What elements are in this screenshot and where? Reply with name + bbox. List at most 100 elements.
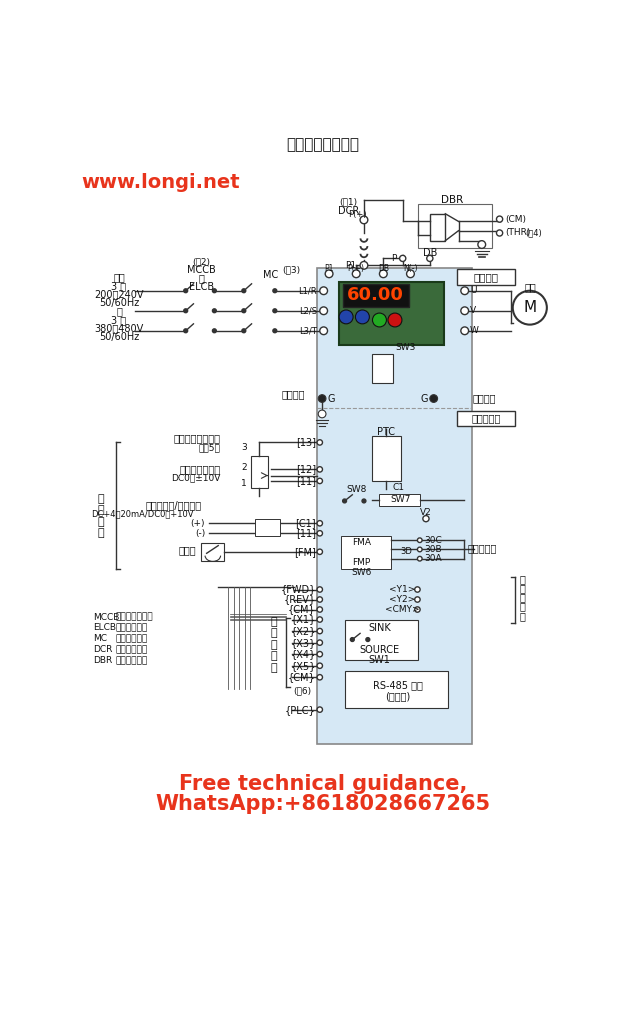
Text: (注6): (注6) [293, 687, 311, 695]
Text: RS-485 端口: RS-485 端口 [373, 680, 423, 690]
Text: {X2}: {X2} [290, 626, 316, 636]
Text: ：配线用断路器: ：配线用断路器 [116, 612, 154, 622]
Text: SW6: SW6 [352, 568, 372, 578]
Circle shape [317, 530, 323, 536]
Text: （注5）: （注5） [198, 443, 220, 453]
Circle shape [415, 587, 420, 592]
Bar [251, 456, 268, 487]
Text: (CM): (CM) [505, 215, 526, 223]
Text: 设定用电压输入: 设定用电压输入 [180, 464, 220, 474]
Text: G: G [328, 393, 335, 403]
Text: 电源: 电源 [113, 272, 125, 282]
Circle shape [317, 467, 323, 472]
Circle shape [317, 520, 323, 526]
Circle shape [242, 289, 246, 293]
Circle shape [317, 587, 323, 592]
Text: ELCB: ELCB [188, 282, 214, 292]
Circle shape [418, 556, 422, 561]
Bar [318, 267, 472, 743]
Circle shape [317, 675, 323, 680]
Text: 拟: 拟 [97, 505, 104, 515]
Bar [372, 436, 401, 481]
Text: <Y2>: <Y2> [389, 595, 415, 604]
Text: [12]: [12] [295, 464, 316, 474]
Circle shape [461, 307, 469, 314]
Circle shape [317, 616, 323, 623]
Text: DCR: DCR [93, 645, 112, 654]
Circle shape [212, 309, 216, 312]
Circle shape [343, 499, 347, 503]
Circle shape [317, 439, 323, 445]
Circle shape [317, 549, 323, 554]
Circle shape [184, 289, 188, 293]
Text: {FWD}: {FWD} [280, 585, 316, 595]
Circle shape [415, 597, 420, 602]
Text: {X1}: {X1} [290, 614, 316, 625]
Text: (+): (+) [190, 519, 205, 527]
Text: (-): (-) [195, 528, 205, 538]
Text: W: W [470, 327, 479, 335]
Text: 管: 管 [520, 592, 526, 602]
Bar [345, 620, 418, 659]
Circle shape [318, 410, 326, 418]
Text: 总报警输出: 总报警输出 [468, 543, 497, 553]
Text: 输: 输 [97, 517, 104, 526]
Text: L1/R: L1/R [298, 287, 317, 295]
Circle shape [318, 394, 326, 402]
Text: DBR: DBR [441, 195, 464, 205]
Bar [343, 284, 409, 307]
Text: L2/S: L2/S [299, 306, 317, 315]
Circle shape [366, 638, 370, 641]
Text: 接地端子: 接地端子 [282, 389, 305, 399]
Text: MCCB: MCCB [93, 612, 119, 622]
Text: DC0～±10V: DC0～±10V [171, 473, 220, 482]
Bar [457, 269, 515, 285]
Text: 或: 或 [116, 306, 122, 316]
Bar [379, 494, 420, 506]
Text: {CM}: {CM} [288, 673, 316, 682]
Circle shape [212, 289, 216, 293]
Text: FMA: FMA [352, 538, 371, 547]
Bar [430, 214, 445, 241]
Circle shape [317, 707, 323, 713]
Text: FMP: FMP [353, 558, 370, 567]
Circle shape [325, 270, 333, 278]
Circle shape [461, 287, 469, 295]
Text: 数: 数 [271, 616, 277, 627]
Text: 字: 字 [271, 629, 277, 638]
Text: ：漏电断路器: ：漏电断路器 [116, 624, 148, 633]
Text: SINK: SINK [368, 623, 391, 633]
Text: MCCB: MCCB [187, 265, 215, 275]
Circle shape [418, 538, 422, 543]
Text: 入: 入 [97, 528, 104, 539]
Text: 输: 输 [271, 651, 277, 662]
Text: 式: 式 [271, 640, 277, 650]
Text: 成: 成 [198, 273, 204, 284]
Text: G: G [421, 393, 428, 403]
Text: DCR: DCR [338, 206, 359, 216]
Text: {CM}: {CM} [288, 604, 316, 614]
Circle shape [339, 310, 353, 324]
Text: 晶: 晶 [520, 573, 526, 584]
Text: 3 相: 3 相 [112, 282, 127, 291]
Text: SW8: SW8 [346, 485, 367, 494]
Text: ：制动电阻器: ：制动电阻器 [116, 655, 148, 665]
Text: N(-): N(-) [403, 264, 418, 273]
Text: [C1]: [C1] [295, 518, 316, 528]
Text: メータ: メータ [179, 545, 197, 555]
Circle shape [317, 597, 323, 602]
Text: [FM]: [FM] [294, 547, 316, 557]
Text: 380～480V: 380～480V [94, 324, 144, 334]
Text: P1: P1 [345, 261, 356, 270]
Circle shape [242, 329, 246, 333]
Circle shape [360, 216, 368, 224]
Circle shape [352, 270, 360, 278]
Circle shape [317, 640, 323, 645]
Text: DC+4～20mA/DC0～+10V: DC+4～20mA/DC0～+10V [91, 510, 193, 518]
Text: DB: DB [378, 264, 389, 273]
Circle shape [273, 329, 277, 333]
Circle shape [513, 291, 547, 325]
Circle shape [427, 255, 433, 261]
Circle shape [317, 607, 323, 612]
Circle shape [388, 313, 402, 327]
